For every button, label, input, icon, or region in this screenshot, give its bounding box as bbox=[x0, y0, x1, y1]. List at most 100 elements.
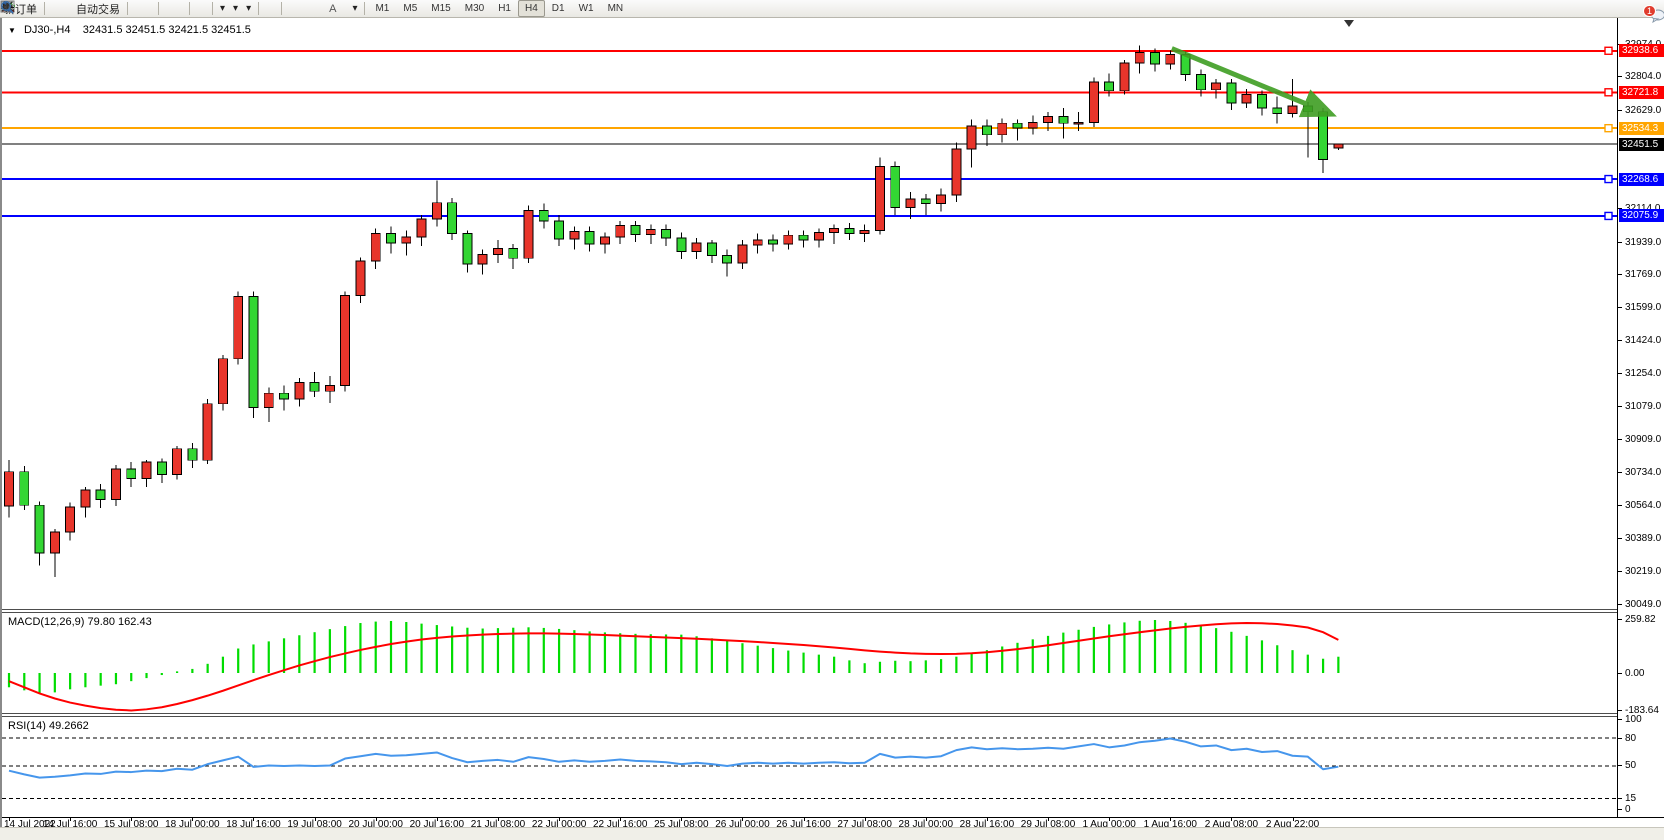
candle-bearish bbox=[310, 383, 319, 392]
text-tool-button[interactable]: A bbox=[325, 1, 340, 17]
macd-scale-label: 0.00 bbox=[1625, 668, 1644, 679]
candle-bearish bbox=[1196, 74, 1205, 89]
candle-bullish bbox=[173, 449, 182, 475]
timeframe-button-d1[interactable]: D1 bbox=[545, 0, 572, 17]
dropdown-caret: ▾ bbox=[220, 1, 225, 17]
level-end-marker[interactable] bbox=[1605, 47, 1612, 54]
trendline-tool-button[interactable] bbox=[301, 1, 309, 17]
candle-bullish bbox=[1028, 122, 1037, 128]
periods-button[interactable]: ▾ bbox=[229, 1, 242, 17]
panel-splitter[interactable] bbox=[2, 609, 1664, 613]
fibonacci-tool-button[interactable]: F bbox=[317, 1, 325, 17]
axis-tick-mark bbox=[1618, 719, 1622, 720]
axis-tick-mark bbox=[1618, 76, 1622, 77]
price-chart-panel[interactable]: ▼ DJ30-,H4 32431.5 32451.5 32421.5 32451… bbox=[2, 18, 1617, 609]
macd-histogram-bar bbox=[1184, 623, 1186, 673]
crosshair-tool-button[interactable] bbox=[270, 1, 278, 17]
candle-bearish bbox=[662, 230, 671, 239]
axis-tick-mark bbox=[1618, 242, 1622, 243]
one-click-trading-caret-icon[interactable]: ▼ bbox=[8, 26, 16, 35]
candle-bullish bbox=[570, 231, 579, 239]
chart-shift-button[interactable] bbox=[201, 1, 209, 17]
macd-histogram-bar bbox=[268, 641, 270, 673]
rsi-indicator-panel[interactable]: RSI(14) 49.2662 bbox=[2, 717, 1617, 815]
panel-splitter[interactable] bbox=[2, 713, 1664, 717]
timeframe-button-mn[interactable]: MN bbox=[601, 0, 631, 17]
macd-histogram-bar bbox=[207, 664, 209, 673]
market-watch-button[interactable] bbox=[48, 1, 56, 17]
candle-bullish bbox=[1044, 117, 1053, 123]
price-axis-tick-label: 30564.0 bbox=[1625, 500, 1661, 511]
candlestick-chart-type-button[interactable] bbox=[139, 1, 147, 17]
cursor-tool-button[interactable] bbox=[262, 1, 270, 17]
templates-button[interactable]: ▾ bbox=[242, 1, 255, 17]
bar-chart-type-button[interactable] bbox=[131, 1, 139, 17]
macd-histogram-bar bbox=[329, 629, 331, 673]
candle-bearish bbox=[555, 221, 564, 239]
candle-bearish bbox=[677, 238, 686, 251]
macd-histogram-bar bbox=[589, 631, 591, 673]
price-axis[interactable]: 32974.032804.032629.032114.031939.031769… bbox=[1617, 18, 1664, 817]
timeframe-button-m5[interactable]: M5 bbox=[396, 0, 424, 17]
candle-bearish bbox=[1257, 95, 1266, 108]
macd-histogram-bar bbox=[1093, 627, 1095, 673]
candle-bearish bbox=[387, 233, 396, 243]
candle-bearish bbox=[188, 449, 197, 460]
candle-bullish bbox=[417, 219, 426, 237]
candle-bullish bbox=[295, 383, 304, 399]
arrows-tool-button[interactable]: ▾ bbox=[348, 1, 361, 17]
timeframe-button-w1[interactable]: W1 bbox=[572, 0, 601, 17]
algo-trading-button[interactable]: 自动交易 bbox=[72, 1, 124, 17]
zoom-out-button[interactable] bbox=[170, 1, 178, 17]
equidistant-channel-tool-button[interactable]: E bbox=[309, 1, 317, 17]
chart-shift-marker[interactable] bbox=[1344, 20, 1354, 27]
separator bbox=[212, 2, 213, 15]
candle-bullish bbox=[1334, 144, 1343, 148]
timeframe-button-m1[interactable]: M1 bbox=[368, 0, 396, 17]
vertical-line-tool-button[interactable] bbox=[285, 1, 293, 17]
timeframe-button-h4[interactable]: H4 bbox=[518, 0, 545, 17]
indicators-button[interactable]: ▾ bbox=[216, 1, 229, 17]
zoom-in-button[interactable] bbox=[162, 1, 170, 17]
macd-indicator-panel[interactable]: MACD(12,26,9) 79.80 162.43 bbox=[2, 613, 1617, 713]
macd-histogram-bar bbox=[833, 657, 835, 673]
candle-bullish bbox=[524, 210, 533, 258]
dropdown-caret: ▾ bbox=[352, 1, 357, 17]
candle-bullish bbox=[111, 469, 120, 500]
candle-bullish bbox=[356, 261, 365, 295]
new-chart-button[interactable] bbox=[56, 1, 64, 17]
rsi-chart bbox=[2, 717, 1617, 815]
tile-windows-button[interactable] bbox=[178, 1, 186, 17]
candle-bullish bbox=[937, 195, 946, 204]
timeframe-button-m30[interactable]: M30 bbox=[458, 0, 491, 17]
macd-histogram-bar bbox=[1322, 659, 1324, 673]
candle-bullish bbox=[738, 245, 747, 263]
timeframe-button-m15[interactable]: M15 bbox=[424, 0, 457, 17]
line-chart-type-button[interactable] bbox=[147, 1, 155, 17]
candle-bearish bbox=[845, 229, 854, 234]
level-end-marker[interactable] bbox=[1605, 176, 1612, 183]
search-icon[interactable] bbox=[0, 0, 14, 14]
axis-tick-mark bbox=[1618, 604, 1622, 605]
price-axis-tick-label: 30049.0 bbox=[1625, 599, 1661, 610]
signals-button[interactable] bbox=[64, 1, 72, 17]
level-end-marker[interactable] bbox=[1605, 125, 1612, 132]
rsi-scale-label: 15 bbox=[1625, 793, 1636, 804]
horizontal-line-tool-button[interactable] bbox=[293, 1, 301, 17]
level-end-marker[interactable] bbox=[1605, 212, 1612, 219]
level-end-marker[interactable] bbox=[1605, 89, 1612, 96]
macd-histogram-bar bbox=[1078, 630, 1080, 673]
macd-histogram-bar bbox=[543, 628, 545, 673]
auto-scroll-button[interactable] bbox=[193, 1, 201, 17]
candle-bearish bbox=[463, 233, 472, 264]
macd-histogram-bar bbox=[69, 673, 71, 689]
timeframe-button-h1[interactable]: H1 bbox=[491, 0, 518, 17]
level-price-badge: 32534.3 bbox=[1619, 122, 1664, 135]
macd-histogram-bar bbox=[741, 643, 743, 673]
text-label-tool-button[interactable]: T bbox=[340, 1, 348, 17]
candle-bearish bbox=[1227, 83, 1236, 103]
macd-histogram-bar bbox=[38, 673, 40, 693]
candle-bearish bbox=[35, 505, 44, 553]
candle-bearish bbox=[1013, 123, 1022, 128]
